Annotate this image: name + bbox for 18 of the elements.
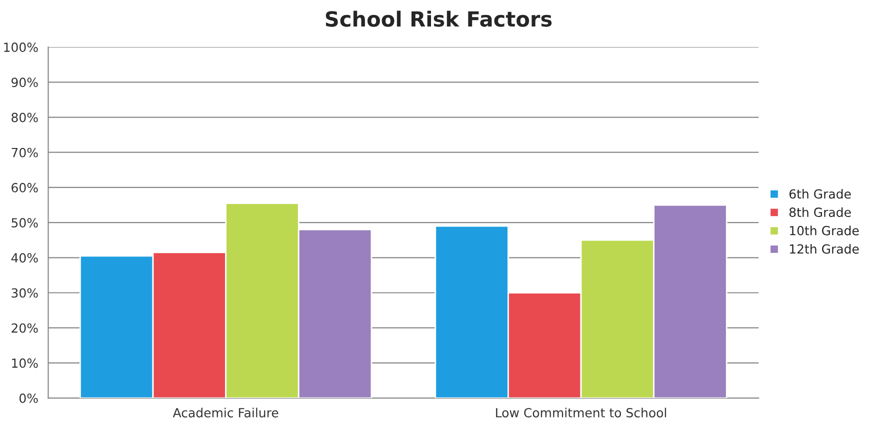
y-tick-label: 60% — [12, 182, 38, 192]
y-tick-label: 70% — [12, 148, 38, 158]
legend-label: 10th Grade — [790, 226, 859, 236]
y-tick-label: 80% — [12, 112, 38, 122]
y-tick-label: 10% — [12, 358, 38, 368]
x-tick-label: Low Commitment to School — [496, 408, 666, 418]
y-tick-label: 100% — [4, 42, 38, 52]
legend-label: 8th Grade — [789, 207, 851, 218]
y-tick-label: 50% — [12, 218, 38, 228]
y-tick-label: 30% — [12, 288, 38, 298]
y-tick-label: 0% — [20, 394, 38, 403]
y-tick-label: 40% — [11, 253, 38, 263]
legend-label: 6th Grade — [789, 188, 851, 199]
y-tick-label: 90% — [12, 78, 38, 88]
legend-label: 12th Grade — [790, 244, 859, 254]
chart-title: School Risk Factors — [326, 10, 552, 27]
x-tick-label: Academic Failure — [172, 408, 278, 418]
y-tick-label: 20% — [12, 323, 38, 333]
